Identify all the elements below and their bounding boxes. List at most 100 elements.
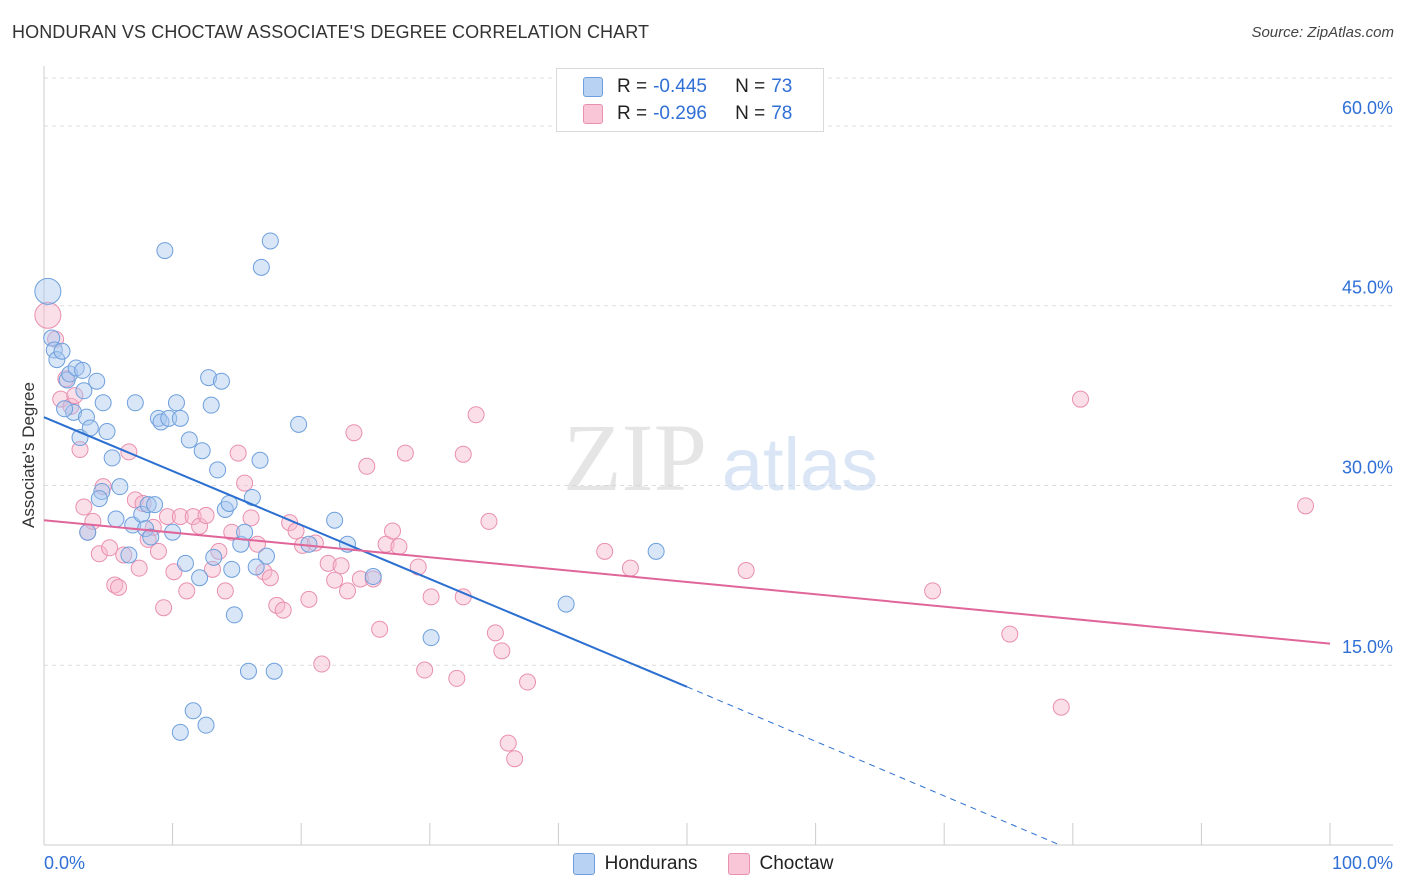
choctaw-point	[924, 582, 942, 600]
honduran-point	[193, 442, 211, 460]
honduran-point	[126, 394, 144, 412]
choctaw-point	[66, 387, 84, 405]
choctaw-point	[155, 599, 173, 617]
choctaw-point	[338, 582, 356, 600]
honduran-point	[61, 365, 79, 383]
grid-lines	[44, 77, 1393, 666]
choctaw-point	[454, 445, 472, 463]
legend-item-choctaw: Choctaw	[727, 853, 834, 875]
honduran-point	[156, 242, 174, 260]
honduran-point	[647, 542, 665, 560]
honduran-point	[90, 490, 108, 508]
watermark: ZIP atlas	[563, 404, 878, 511]
choctaw-point	[171, 508, 189, 526]
choctaw-point	[493, 642, 511, 660]
honduran-point	[326, 511, 344, 529]
choctaw-point	[313, 655, 331, 673]
choctaw-point	[115, 546, 133, 564]
choctaw-point	[236, 474, 254, 492]
honduran-point	[205, 548, 223, 566]
honduran-point	[171, 409, 189, 427]
honduran-point	[167, 394, 185, 412]
choctaw-point	[384, 522, 402, 540]
choctaw-point	[1072, 390, 1090, 408]
honduran-point	[176, 554, 194, 572]
choctaw-point	[197, 506, 215, 524]
honduran-point	[236, 523, 254, 541]
honduran-point	[180, 431, 198, 449]
choctaw-point	[75, 498, 93, 516]
honduran-point	[74, 361, 92, 379]
honduran-point	[107, 510, 125, 528]
choctaw-point	[1001, 625, 1019, 643]
honduran-point	[56, 400, 74, 418]
choctaw-point	[371, 620, 389, 638]
x-tick-label-min: 0.0%	[44, 853, 85, 873]
choctaw-point	[130, 559, 148, 577]
choctaw-point	[110, 578, 128, 596]
honduran-point	[75, 382, 93, 400]
choctaw-point	[261, 569, 279, 587]
legend-n-value: 78	[771, 103, 793, 124]
honduran-point	[139, 496, 157, 514]
chart-title: HONDURAN VS CHOCTAW ASSOCIATE'S DEGREE C…	[12, 22, 650, 42]
honduran-point	[79, 523, 97, 541]
hondurans-points	[34, 232, 665, 741]
choctaw-trend-line	[43, 519, 1331, 645]
honduran-point	[202, 396, 220, 414]
x-tick-label-max: 100.0%	[1332, 853, 1393, 873]
honduran-point	[364, 568, 382, 586]
honduran-point	[67, 359, 85, 377]
choctaw-point	[519, 673, 537, 691]
choctaw-point	[242, 509, 260, 527]
choctaw-point	[300, 590, 318, 608]
stats-legend: R = -0.445 N = 73 R = -0.296 N = 78	[556, 68, 824, 132]
y-tick-label: 45.0%	[1342, 278, 1393, 298]
honduran-point	[98, 423, 116, 441]
honduran-point	[223, 560, 241, 578]
honduran-point	[251, 451, 269, 469]
honduran-point	[422, 629, 440, 647]
choctaw-point	[621, 559, 639, 577]
honduran-point	[191, 569, 209, 587]
legend-n-label: N =	[735, 103, 766, 124]
y-tick-labels: 15.0% 30.0% 45.0% 60.0%	[1342, 98, 1393, 657]
honduran-point	[290, 415, 308, 433]
honduran-point	[261, 232, 279, 250]
y-tick-label: 60.0%	[1342, 98, 1393, 118]
honduran-point	[53, 342, 71, 360]
watermark-atlas: atlas	[722, 423, 878, 506]
choctaw-point	[332, 557, 350, 575]
honduran-point	[88, 372, 106, 390]
axes	[43, 66, 1393, 846]
choctaw-point	[358, 457, 376, 475]
choctaw-point	[448, 669, 466, 687]
choctaw-point	[216, 582, 234, 600]
honduran-point	[200, 369, 218, 387]
trend-lines	[43, 416, 1331, 846]
legend-n-value: 73	[771, 76, 793, 97]
choctaw-point	[499, 734, 517, 752]
choctaw-point	[326, 571, 344, 589]
choctaw-point	[506, 750, 524, 768]
honduran-point	[34, 277, 62, 305]
choctaw-point	[351, 570, 369, 588]
choctaw-point	[184, 508, 202, 526]
honduran-point	[184, 702, 202, 720]
choctaw-point	[1297, 497, 1315, 515]
honduran-point	[212, 372, 230, 390]
choctaw-point	[396, 444, 414, 462]
choctaw-point	[390, 538, 408, 556]
hondurans-legend-swatch	[572, 853, 595, 875]
legend-r-label: R =	[617, 76, 648, 97]
honduran-point	[120, 546, 138, 564]
legend-row-hondurans: R = -0.445 N = 73	[583, 75, 792, 99]
choctaw-legend-label: Choctaw	[759, 853, 834, 874]
honduran-point	[257, 547, 275, 565]
choctaw-point	[149, 542, 167, 560]
source-credit: Source: ZipAtlas.com	[1251, 24, 1394, 41]
choctaw-point	[101, 539, 119, 557]
choctaw-point	[158, 508, 176, 526]
legend-row-choctaw: R = -0.296 N = 78	[583, 102, 792, 126]
